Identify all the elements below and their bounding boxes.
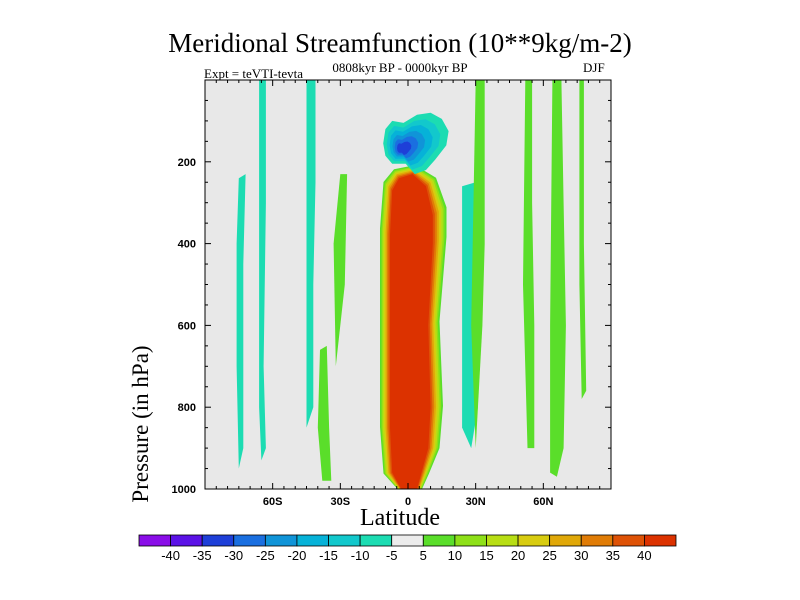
season-label: DJF — [583, 60, 605, 75]
y-tick-label: 800 — [178, 402, 196, 414]
x-tick-label: 60S — [263, 496, 283, 508]
y-tick-label: 1000 — [172, 484, 196, 496]
colorbar-label: -25 — [256, 548, 275, 563]
contour-core — [390, 174, 433, 489]
colorbar-swatch — [138, 534, 171, 547]
contour-nh-green-3 — [550, 80, 566, 477]
colorbar-swatch — [517, 534, 551, 547]
x-axis-label: Latitude — [360, 505, 440, 531]
x-tick-label: 30N — [466, 496, 486, 508]
contour-cell-level-6 — [397, 141, 412, 155]
colorbar-label: 10 — [448, 548, 462, 563]
contour-nh-green-1 — [471, 80, 485, 449]
colorbar-label: 25 — [542, 548, 556, 563]
contour-sh-band-3 — [306, 80, 316, 428]
x-tick-label: 0 — [405, 496, 411, 508]
colorbar-swatch — [296, 534, 329, 547]
colorbar-swatch — [201, 534, 235, 547]
experiment-label: Expt = teVTI-tevta — [204, 66, 304, 81]
colorbar-label: -30 — [224, 548, 243, 563]
contour-nh-green-4 — [579, 80, 587, 399]
colorbar-label: -5 — [386, 548, 398, 563]
colorbar-swatch — [264, 534, 298, 547]
x-tick-label: 60N — [533, 496, 553, 508]
colorbar-swatch — [644, 534, 677, 547]
colorbar-label: 30 — [574, 548, 588, 563]
x-tick-label: 30S — [331, 496, 351, 508]
colorbar-swatch — [612, 534, 645, 547]
colorbar-label: -40 — [161, 548, 180, 563]
colorbar-swatch — [422, 534, 456, 547]
contour-sh-band-2 — [236, 174, 246, 469]
chart-subtitle: 0808kyr BP - 0000kyr BP — [332, 60, 468, 75]
chart-title: Meridional Streamfunction (10**9kg/m-2) — [168, 28, 632, 58]
colorbar-swatch — [549, 534, 582, 547]
contour-sh-green-2 — [333, 174, 348, 367]
colorbar-label: -10 — [351, 548, 370, 563]
colorbar-label: 20 — [511, 548, 525, 563]
contour-sh-green-1 — [317, 345, 332, 481]
colorbar-label: 15 — [479, 548, 493, 563]
colorbar-label: -15 — [319, 548, 338, 563]
colorbar-swatch — [328, 534, 361, 547]
colorbar-label: 5 — [420, 548, 427, 563]
colorbar-label: 40 — [637, 548, 651, 563]
colorbar-label: 35 — [606, 548, 620, 563]
colorbar-swatch — [391, 534, 424, 547]
colorbar-swatch — [486, 534, 519, 547]
colorbar-label: -20 — [288, 548, 307, 563]
colorbar-swatch — [170, 534, 203, 547]
colorbar-label: -35 — [193, 548, 212, 563]
contour-nh-green-2 — [523, 80, 535, 449]
contour-sh-band-1 — [259, 80, 266, 461]
colorbar-swatch — [233, 534, 266, 547]
colorbar-swatch — [454, 534, 487, 547]
colorbar-swatch — [359, 534, 393, 547]
colorbar-swatch — [580, 534, 614, 547]
y-tick-label: 400 — [178, 239, 196, 251]
y-tick-label: 600 — [178, 320, 196, 332]
y-tick-label: 200 — [178, 157, 196, 169]
